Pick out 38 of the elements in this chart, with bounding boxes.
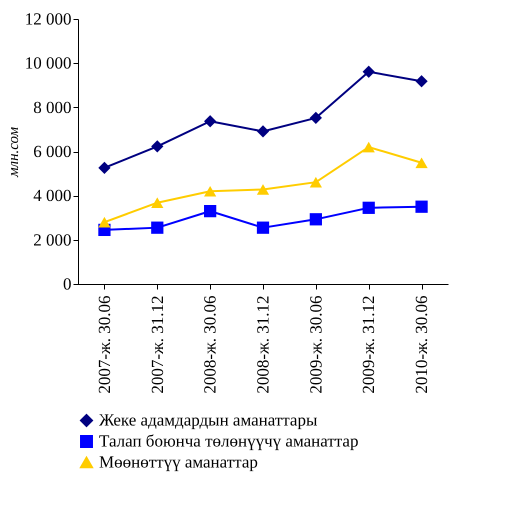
- point: [256, 222, 270, 234]
- point: [362, 66, 375, 78]
- y-tick-label: 0: [63, 274, 72, 294]
- y-axis-title: млн.сом: [6, 126, 22, 178]
- point: [98, 216, 111, 228]
- point: [204, 115, 216, 128]
- point: [362, 142, 375, 152]
- x-tick-label: 2008-ж. 30.06: [200, 296, 220, 394]
- point: [310, 213, 322, 226]
- x-tick-label: 2009-ж. 31.12: [359, 296, 378, 394]
- point: [151, 140, 164, 153]
- x-tick-label: 2009-ж. 30.06: [306, 296, 326, 394]
- point: [256, 125, 270, 138]
- x-tick-label: 2007-ж. 31.12: [148, 296, 167, 394]
- point: [415, 200, 428, 213]
- point: [151, 222, 164, 234]
- legend-label: Мөөнөттүү аманаттар: [99, 452, 258, 472]
- y-tick-label: 4 000: [33, 186, 72, 206]
- x-tick-label: 2010-ж. 30.06: [412, 296, 432, 394]
- point: [415, 157, 428, 168]
- x-tick-label: 2008-ж. 31.12: [254, 296, 272, 394]
- point: [98, 162, 111, 174]
- y-tick-label: 2 000: [33, 230, 72, 250]
- point: [256, 184, 270, 195]
- y-tick-label: 10 000: [24, 54, 72, 73]
- point: [415, 75, 428, 88]
- y-tick-label: 12 000: [24, 10, 72, 28]
- point: [310, 176, 322, 188]
- y-tick-label: 6 000: [33, 142, 72, 161]
- point: [204, 186, 216, 197]
- y-tick-label: 8 000: [33, 98, 72, 117]
- legend-label: Жеке адамдардын аманаттары: [99, 410, 318, 430]
- point: [310, 112, 322, 124]
- point: [151, 197, 164, 208]
- point: [362, 202, 375, 214]
- point: [204, 205, 216, 218]
- legend-label: Талап боюнча төлөнүүчү аманаттар: [99, 432, 358, 450]
- x-tick-label: 2007-ж. 30.06: [94, 296, 114, 394]
